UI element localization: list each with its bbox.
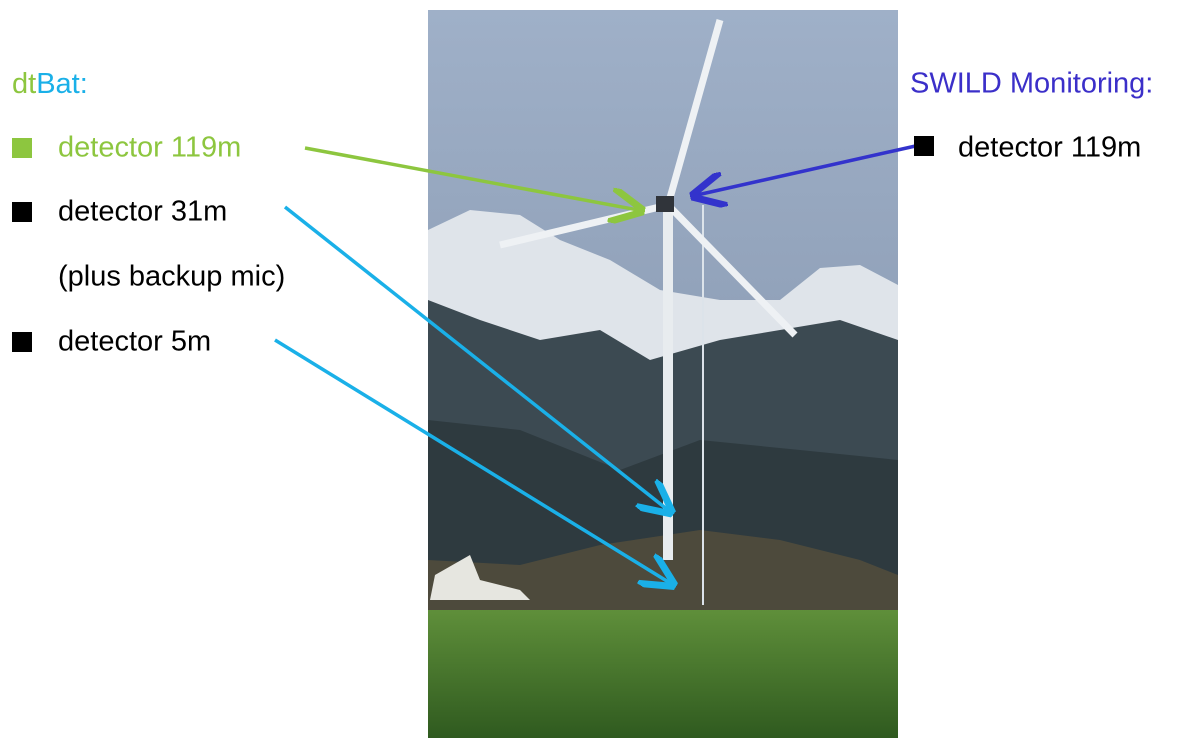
right-title: SWILD Monitoring: [910,68,1153,100]
title-part: Bat: [36,68,88,100]
bullet [12,332,32,352]
title-part: dt [12,68,36,100]
bullet [12,138,32,158]
item-label: detector 5m [58,326,211,358]
slide: dtBat: detector 119m detector 31m (plus … [0,0,1190,738]
item-label: detector 119m [58,132,241,164]
item-note: (plus backup mic) [58,261,285,293]
bullet [914,136,934,156]
left-title: dtBat: [12,68,88,100]
bullet [12,202,32,222]
item-label: detector 31m [58,196,227,228]
item-label: detector 119m [958,132,1141,164]
